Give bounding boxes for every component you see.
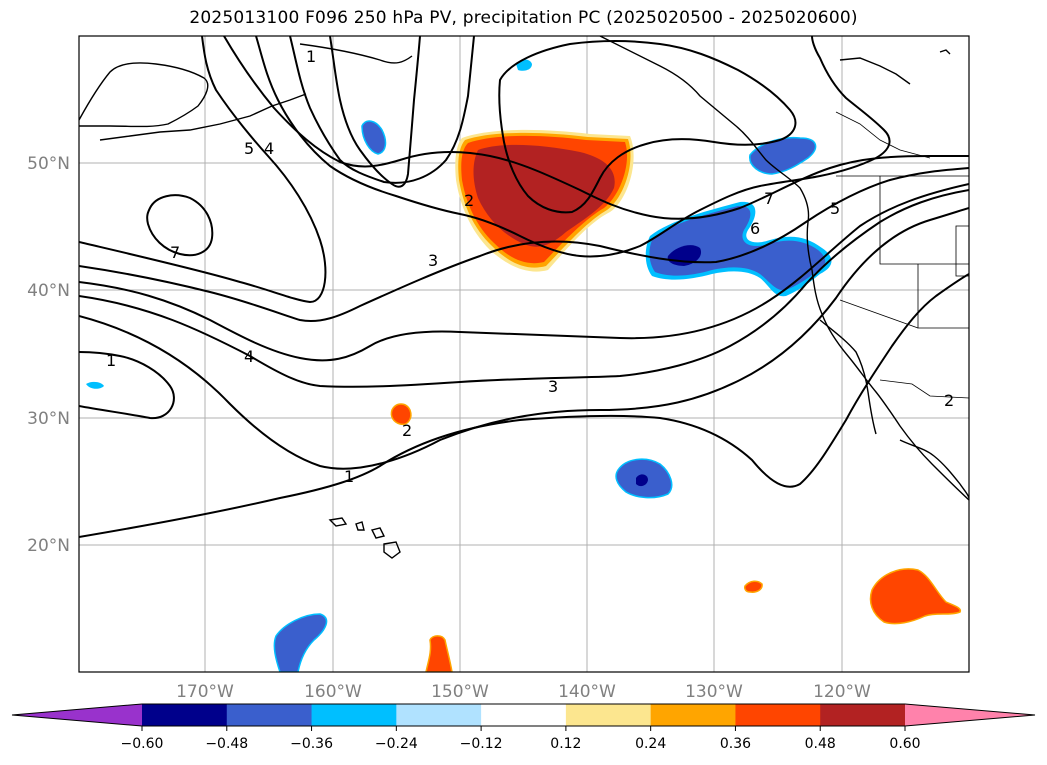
colorbar-segment xyxy=(311,704,397,726)
longitude-labels: 170°W 160°W 150°W 140°W 130°W 120°W xyxy=(176,682,871,702)
colorbar-tick-label: 0.24 xyxy=(635,736,666,752)
contour-label-8: 1 xyxy=(106,351,116,370)
precip-negative-west xyxy=(86,381,104,389)
lat-label-50n: 50°N xyxy=(27,154,70,174)
colorbar-tick-label: 0.12 xyxy=(550,736,581,752)
contour-label-6: 3 xyxy=(428,251,438,270)
colorbar-tick-label: −0.60 xyxy=(121,736,164,752)
colorbar-tick-label: −0.36 xyxy=(290,736,333,752)
contour-label-9: 3 xyxy=(548,377,558,396)
precip-negative-central-core xyxy=(636,474,648,487)
lon-label-140w: 140°W xyxy=(558,682,616,702)
precip-negative-southwest xyxy=(273,613,328,672)
contour-label-2: 5 xyxy=(244,139,254,158)
colorbar-tick-label: 0.48 xyxy=(805,736,836,752)
colorbar-segment xyxy=(565,704,652,726)
colorbar-tick-label: 0.60 xyxy=(889,736,920,752)
colorbar-tick-label: −0.12 xyxy=(460,736,503,752)
lon-label-120w: 120°W xyxy=(813,682,871,702)
contour-labels: 1 5 4 7 2 3 4 1 3 2 1 7 6 5 2 xyxy=(106,47,954,486)
colorbar-segment xyxy=(226,704,313,726)
precip-positive-main xyxy=(455,129,634,272)
colorbar-segment xyxy=(142,704,228,726)
contour-label-5: 2 xyxy=(464,191,474,210)
coastlines xyxy=(79,36,969,559)
colorbar-segment xyxy=(820,704,906,726)
colorbar-segment xyxy=(735,704,821,726)
lon-label-150w: 150°W xyxy=(431,682,489,702)
contour-label-4: 7 xyxy=(170,243,180,262)
lon-label-170w: 170°W xyxy=(176,682,234,702)
contour-label-13: 6 xyxy=(750,219,760,238)
contour-label-14: 5 xyxy=(830,199,840,218)
contour-label-3: 4 xyxy=(264,139,274,158)
precip-positive-small-1 xyxy=(390,403,412,426)
lat-label-40n: 40°N xyxy=(27,281,70,301)
precip-positive-small-2 xyxy=(744,580,763,593)
precip-positive-baja xyxy=(869,568,962,625)
lat-label-30n: 30°N xyxy=(27,409,70,429)
colorbar-tick-label: −0.24 xyxy=(375,736,418,752)
contour-label-12: 7 xyxy=(764,189,774,208)
precip-positive-bottom xyxy=(425,635,453,672)
map-border xyxy=(78,35,970,673)
colorbar-tick-label: −0.48 xyxy=(205,736,248,752)
contour-label-7: 4 xyxy=(244,347,254,366)
colorbar: −0.60 −0.48 −0.36 −0.24 −0.12 0.12 0.24 0.36 0.4… xyxy=(11,703,1036,752)
colorbar-extend-high xyxy=(905,704,1035,726)
pv-contours xyxy=(79,36,969,538)
contour-label-10: 2 xyxy=(402,421,412,440)
precip-negative-west-coast xyxy=(645,201,832,297)
contour-label-1: 1 xyxy=(306,47,316,66)
lon-label-160w: 160°W xyxy=(304,682,362,702)
colorbar-segment xyxy=(396,704,482,726)
colorbar-tick-label: 0.36 xyxy=(720,736,751,752)
precip-negative-gulf xyxy=(361,120,387,155)
contour-label-15: 2 xyxy=(944,391,954,410)
contour-label-11: 1 xyxy=(344,467,354,486)
lon-label-130w: 130°W xyxy=(685,682,743,702)
colorbar-extend-low xyxy=(12,704,142,726)
colorbar-segment xyxy=(650,704,736,726)
colorbar-segment xyxy=(481,704,567,726)
map-title: 2025013100 F096 250 hPa PV, precipitatio… xyxy=(189,8,858,28)
lat-label-20n: 20°N xyxy=(27,536,70,556)
latitude-labels: 50°N 40°N 30°N 20°N xyxy=(27,154,70,556)
